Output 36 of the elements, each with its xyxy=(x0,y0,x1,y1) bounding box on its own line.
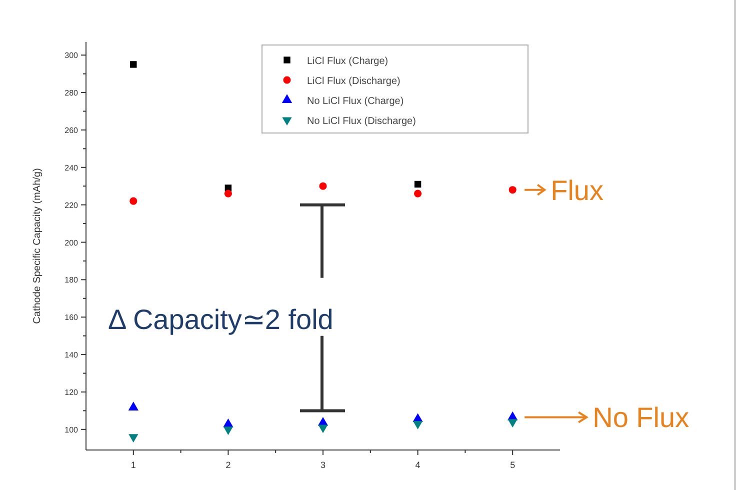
legend-label: No LiCl Flux (Charge) xyxy=(307,96,404,107)
point xyxy=(318,424,328,434)
y-tick-label: 160 xyxy=(64,313,79,322)
x-tick-label: 2 xyxy=(226,460,231,470)
x-tick-label: 5 xyxy=(510,460,516,470)
point xyxy=(223,426,234,435)
point xyxy=(319,182,327,190)
y-tick-label: 100 xyxy=(64,425,79,434)
legend-label: LiCl Flux (Discharge) xyxy=(307,76,400,87)
text: No Flux xyxy=(592,402,690,434)
point xyxy=(414,180,422,188)
annotation: Flux xyxy=(550,174,604,206)
y-tick-label: 120 xyxy=(64,388,79,397)
y-tick-label: 280 xyxy=(64,88,79,98)
point xyxy=(508,186,516,194)
y-tick-label: 180 xyxy=(64,276,79,285)
y-tick-label: 220 xyxy=(64,200,79,210)
point xyxy=(508,419,518,428)
point xyxy=(130,61,137,68)
y-tick-label: 260 xyxy=(64,126,79,135)
point xyxy=(224,190,232,198)
y-tick-label: 300 xyxy=(64,51,79,60)
x-tick-label: 1 xyxy=(130,460,136,470)
legend-label: No LiCl Flux (Discharge) xyxy=(307,116,416,127)
annotation: Δ Capacity≃2 fold xyxy=(108,304,334,336)
point xyxy=(130,197,138,205)
y-axis-title: Cathode Specific Capacity (mAh/g) xyxy=(32,168,43,324)
legend-label: LiCl Flux (Charge) xyxy=(307,56,388,67)
point xyxy=(414,190,422,198)
point xyxy=(128,434,138,442)
y-tick-label: 240 xyxy=(64,163,79,172)
x-tick-label: 3 xyxy=(320,460,326,470)
y-tick-label: 200 xyxy=(64,238,79,248)
point xyxy=(412,421,423,430)
y-tick-label: 140 xyxy=(64,350,79,360)
x-tick-label: 4 xyxy=(415,460,420,470)
